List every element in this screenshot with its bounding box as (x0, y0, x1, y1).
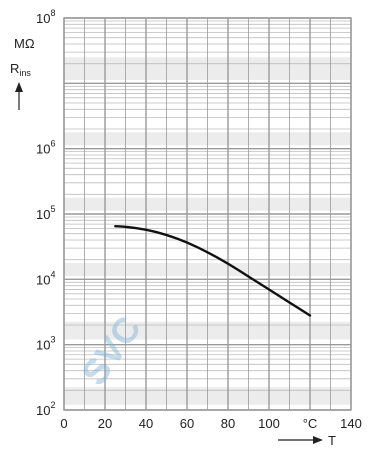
x-axis-arrow (278, 436, 323, 444)
chart-series (114, 225, 312, 317)
x-tick-label: 140 (340, 416, 362, 431)
y-tick-label: 103 (36, 335, 55, 353)
y-tick-exponent: 2 (50, 400, 55, 410)
x-tick-label: °C (303, 416, 318, 431)
y-unit-label: MΩ (14, 36, 35, 51)
x-tick-label: 60 (180, 416, 194, 431)
x-tick-label: 20 (98, 416, 112, 431)
y-tick-base: 10 (36, 142, 50, 157)
y-tick-base: 10 (36, 207, 50, 222)
y-tick-label: 106 (36, 139, 55, 157)
y-axis-label: Rins (10, 61, 31, 78)
x-tick-label: 100 (258, 416, 280, 431)
plot-frame (63, 17, 352, 411)
y-axis-label-sub: ins (19, 68, 31, 78)
y-tick-base: 10 (36, 338, 50, 353)
y-tick-exponent: 3 (50, 335, 55, 345)
x-tick-labels: 0 20 40 60 80 100 °C 140 (60, 416, 361, 431)
x-tick-label: 0 (60, 416, 67, 431)
chart-grid (63, 17, 352, 411)
axis-labels: MΩ Rins T (10, 36, 336, 448)
series-line-0 (114, 225, 312, 317)
y-tick-label: 102 (36, 400, 55, 418)
y-tick-exponent: 5 (50, 204, 55, 214)
x-tick-label: 80 (221, 416, 235, 431)
y-axis-label-base: R (10, 61, 19, 76)
x-axis-label: T (328, 433, 336, 448)
y-axis-arrow (15, 82, 23, 110)
x-tick-label: 40 (139, 416, 153, 431)
y-tick-base: 10 (36, 11, 50, 26)
y-tick-base: 10 (36, 272, 50, 287)
y-tick-base: 10 (36, 403, 50, 418)
y-tick-label: 105 (36, 204, 55, 222)
y-tick-exponent: 4 (50, 269, 55, 279)
y-tick-label: 104 (36, 269, 55, 287)
y-tick-label: 108 (36, 8, 55, 26)
y-tick-exponent: 8 (50, 8, 55, 18)
y-tick-exponent: 6 (50, 139, 55, 149)
